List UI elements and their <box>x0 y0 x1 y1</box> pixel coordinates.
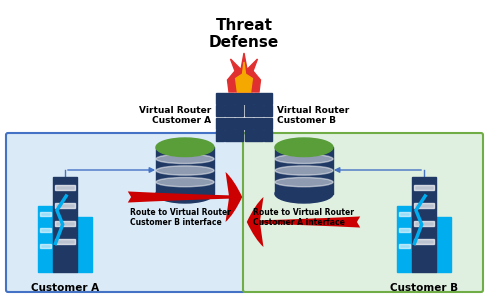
Polygon shape <box>227 53 260 92</box>
Bar <box>40 227 51 232</box>
Bar <box>414 239 433 244</box>
Bar <box>156 147 214 194</box>
Bar <box>38 206 53 272</box>
Ellipse shape <box>274 184 332 203</box>
Bar <box>225 130 243 141</box>
Bar <box>264 105 272 116</box>
Bar <box>435 217 450 272</box>
Bar <box>235 118 252 129</box>
Bar <box>396 206 411 272</box>
Bar <box>398 212 409 215</box>
Bar <box>411 177 435 272</box>
Bar <box>40 212 51 215</box>
Text: Virtual Router
Customer B: Virtual Router Customer B <box>276 106 348 125</box>
Ellipse shape <box>274 166 332 175</box>
Bar <box>77 217 92 272</box>
Bar <box>225 105 243 116</box>
Bar <box>53 177 77 272</box>
Ellipse shape <box>274 178 332 187</box>
Bar <box>235 93 252 104</box>
FancyBboxPatch shape <box>6 133 245 292</box>
Bar <box>55 203 74 208</box>
Bar <box>55 221 74 226</box>
Bar <box>414 185 433 190</box>
Bar <box>398 244 409 248</box>
Bar <box>215 118 233 129</box>
Ellipse shape <box>156 166 214 175</box>
Bar <box>40 244 51 248</box>
Text: Route to Virtual Router
Customer A interface: Route to Virtual Router Customer A inter… <box>252 208 353 227</box>
Text: Virtual Router
Customer A: Virtual Router Customer A <box>139 106 210 125</box>
Bar <box>254 118 272 129</box>
Text: Threat
Defense: Threat Defense <box>208 18 279 50</box>
Ellipse shape <box>156 154 214 164</box>
Bar <box>244 105 262 116</box>
Ellipse shape <box>156 138 214 157</box>
Ellipse shape <box>274 154 332 164</box>
Polygon shape <box>235 62 252 92</box>
FancyBboxPatch shape <box>243 133 482 292</box>
Bar <box>244 130 262 141</box>
Bar <box>398 227 409 232</box>
Bar <box>55 239 74 244</box>
Bar <box>254 93 272 104</box>
Ellipse shape <box>156 178 214 187</box>
Bar <box>55 185 74 190</box>
Bar <box>215 130 224 141</box>
Bar <box>414 221 433 226</box>
Bar <box>264 130 272 141</box>
Ellipse shape <box>274 138 332 157</box>
Bar <box>414 203 433 208</box>
Bar <box>215 105 224 116</box>
Text: Route to Virtual Router
Customer B interface: Route to Virtual Router Customer B inter… <box>130 208 230 227</box>
Bar <box>215 93 233 104</box>
Ellipse shape <box>156 184 214 203</box>
Text: Customer B: Customer B <box>389 283 457 293</box>
Text: Customer A: Customer A <box>31 283 99 293</box>
Bar <box>274 147 332 194</box>
